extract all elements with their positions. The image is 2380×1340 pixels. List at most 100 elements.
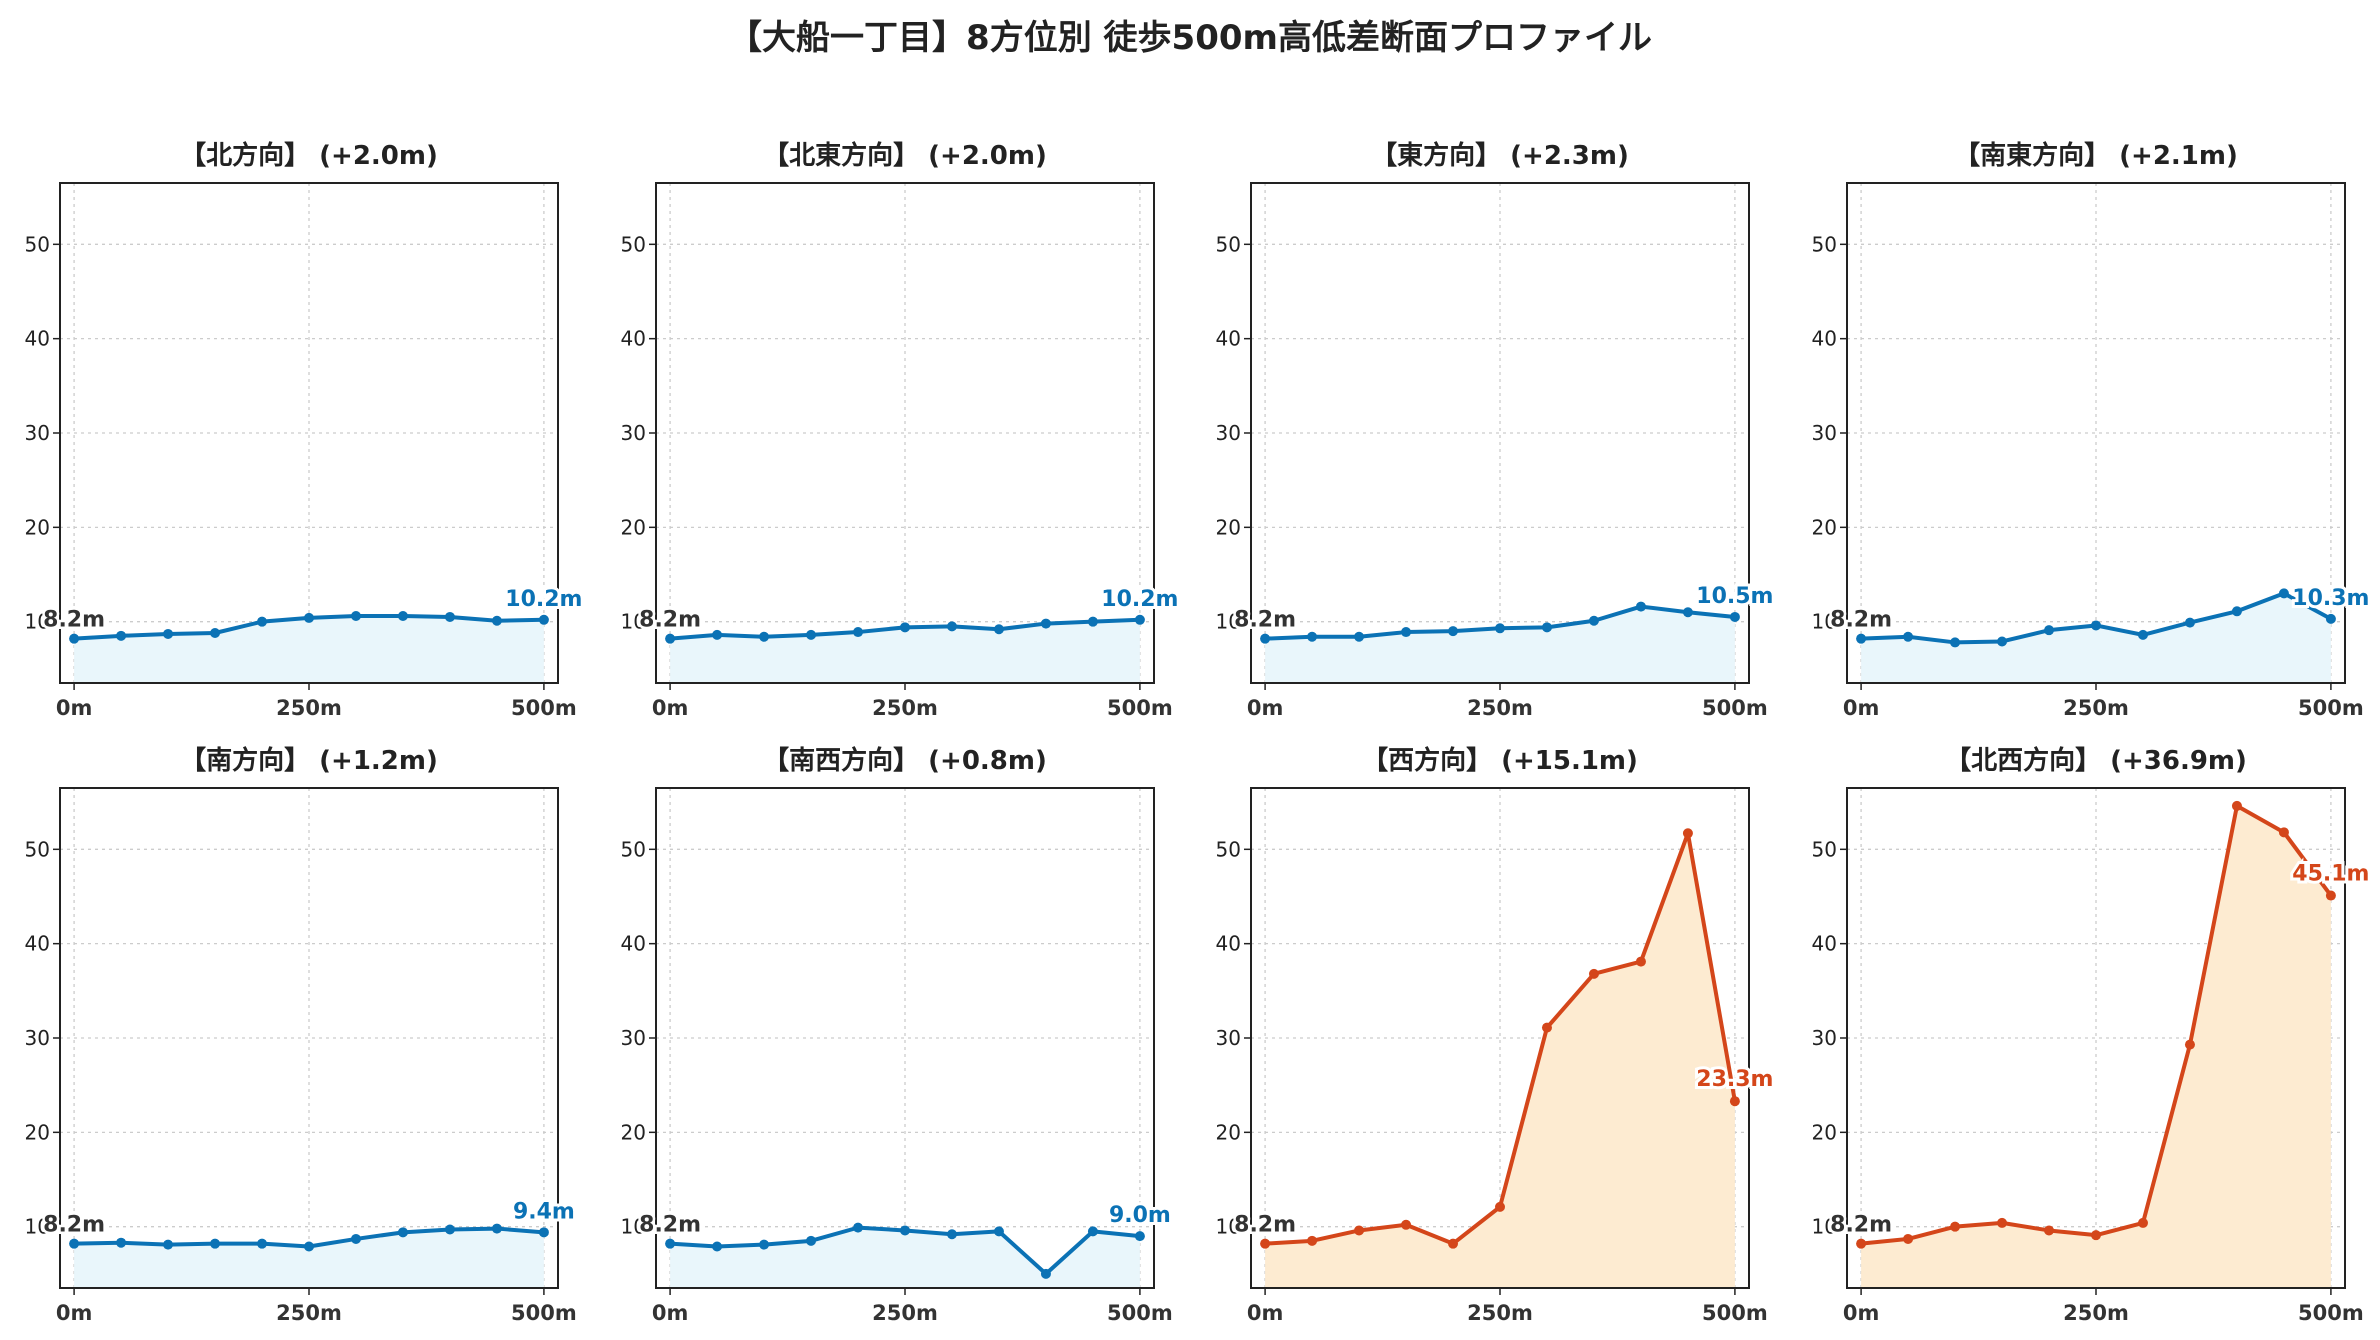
data-point xyxy=(759,631,770,642)
subplot-title: 【北東方向】 (+2.0m) xyxy=(763,140,1047,171)
y-tick-label: 50 xyxy=(25,232,50,256)
x-tick-label: 500m xyxy=(1702,1301,1768,1325)
x-tick-label: 0m xyxy=(56,696,93,720)
data-point xyxy=(853,627,864,638)
y-tick-label: 50 xyxy=(621,837,646,861)
y-tick-label: 20 xyxy=(621,515,646,539)
data-point xyxy=(2325,613,2336,624)
data-point xyxy=(1495,623,1505,634)
y-tick-label: 40 xyxy=(1216,327,1241,351)
data-point xyxy=(1541,622,1552,633)
x-tick-label: 500m xyxy=(511,1301,577,1325)
x-tick-label: 0m xyxy=(1843,696,1880,720)
start-value-label: 8.2m xyxy=(1234,1213,1296,1238)
end-value-label: 10.2m xyxy=(1101,587,1178,612)
plot-frame xyxy=(59,787,559,1289)
data-point xyxy=(1997,1217,2008,1228)
start-value-label: 8.2m xyxy=(1830,1213,1892,1238)
area-fill xyxy=(74,616,544,683)
data-point xyxy=(2278,588,2289,599)
data-point xyxy=(2137,629,2148,640)
data-point xyxy=(759,1239,770,1250)
end-value-label: 10.2m xyxy=(505,587,582,612)
data-point xyxy=(2184,617,2195,628)
y-tick-label: 30 xyxy=(1216,421,1241,445)
x-tick-label: 250m xyxy=(276,696,342,720)
data-point xyxy=(1401,627,1412,638)
data-point xyxy=(491,1223,502,1234)
y-tick-label: 40 xyxy=(25,327,50,351)
data-point xyxy=(993,624,1004,635)
data-point xyxy=(806,1235,817,1246)
data-point xyxy=(1040,618,1051,629)
data-point xyxy=(304,612,314,623)
subplot-title: 【西方向】 (+15.1m) xyxy=(1362,745,1638,776)
data-point xyxy=(1134,614,1145,625)
page-title: 【大船一丁目】8方位別 徒歩500m高低差断面プロファイル xyxy=(728,18,1652,58)
data-point xyxy=(1260,1238,1271,1249)
x-tick-label: 500m xyxy=(511,696,577,720)
x-tick-label: 250m xyxy=(2063,1301,2129,1325)
data-point xyxy=(1729,611,1740,622)
data-point xyxy=(2091,1230,2101,1241)
data-point xyxy=(116,630,127,641)
data-point xyxy=(1903,631,1914,642)
data-point xyxy=(1087,616,1098,627)
data-point xyxy=(1354,1225,1365,1236)
y-tick-label: 40 xyxy=(1812,932,1837,956)
data-point xyxy=(712,629,723,640)
data-point xyxy=(712,1241,723,1252)
y-tick-label: 50 xyxy=(25,837,50,861)
data-point xyxy=(900,622,910,633)
start-value-label: 8.2m xyxy=(639,1213,701,1238)
x-tick-label: 250m xyxy=(276,1301,342,1325)
y-tick-label: 30 xyxy=(621,1026,646,1050)
data-point xyxy=(2184,1039,2195,1050)
data-point xyxy=(1401,1219,1412,1230)
data-point xyxy=(1682,828,1693,839)
y-tick-label: 50 xyxy=(621,232,646,256)
plot-frame xyxy=(655,787,1155,1289)
data-point xyxy=(1588,968,1599,979)
x-tick-label: 500m xyxy=(1702,696,1768,720)
data-point xyxy=(806,629,817,640)
y-tick-label: 20 xyxy=(621,1120,646,1144)
start-value-label: 8.2m xyxy=(43,1213,105,1238)
y-tick-label: 20 xyxy=(1812,1120,1837,1144)
subplot-title: 【南西方向】 (+0.8m) xyxy=(763,745,1047,776)
area-fill xyxy=(1265,833,1735,1288)
start-value-label: 8.2m xyxy=(639,608,701,633)
end-value-label: 23.3m xyxy=(1696,1067,1773,1092)
data-point xyxy=(444,611,455,622)
y-tick-label: 10 xyxy=(1812,1215,1837,1239)
y-tick-label: 40 xyxy=(1812,327,1837,351)
y-tick-label: 20 xyxy=(25,515,50,539)
data-point xyxy=(1682,607,1693,618)
data-point xyxy=(1541,1022,1552,1033)
data-point xyxy=(2044,1225,2055,1236)
y-tick-label: 10 xyxy=(1812,610,1837,634)
area-fill xyxy=(1861,593,2331,683)
data-point xyxy=(257,1238,268,1249)
x-tick-label: 250m xyxy=(1467,1301,1533,1325)
data-point xyxy=(350,611,361,622)
data-point xyxy=(1997,636,2008,647)
data-point xyxy=(2044,625,2055,636)
y-tick-label: 20 xyxy=(25,1120,50,1144)
data-point xyxy=(350,1233,361,1244)
y-tick-label: 20 xyxy=(1216,515,1241,539)
end-value-label: 9.4m xyxy=(513,1199,575,1224)
data-point xyxy=(1448,626,1459,637)
data-point xyxy=(2137,1217,2148,1228)
data-point xyxy=(257,616,268,627)
data-point xyxy=(1087,1226,1098,1237)
data-point xyxy=(163,628,174,639)
data-point xyxy=(397,611,408,622)
data-point xyxy=(1635,601,1646,612)
data-point xyxy=(946,621,957,632)
data-point xyxy=(1448,1238,1459,1249)
x-tick-label: 0m xyxy=(652,1301,689,1325)
